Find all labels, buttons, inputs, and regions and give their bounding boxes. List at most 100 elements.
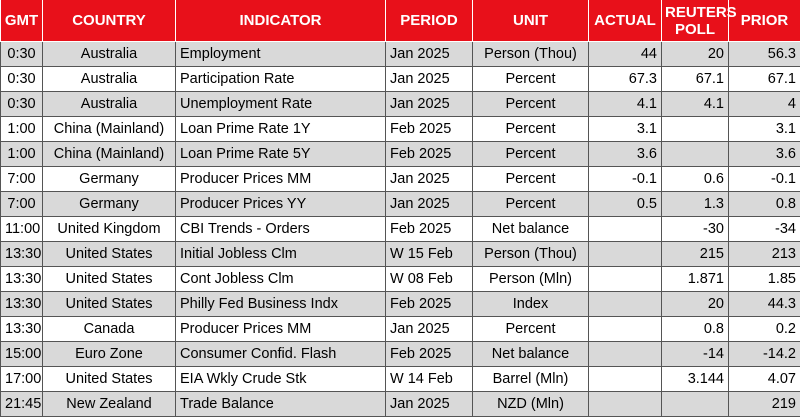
cell-country: United States bbox=[42, 241, 176, 267]
cell-actual bbox=[588, 391, 662, 417]
cell-prior: 213 bbox=[728, 241, 800, 267]
cell-prior: -0.1 bbox=[728, 166, 800, 192]
cell-period: Jan 2025 bbox=[385, 91, 473, 117]
cell-actual: -0.1 bbox=[588, 166, 662, 192]
cell-gmt: 0:30 bbox=[0, 41, 43, 67]
cell-indicator: EIA Wkly Crude Stk bbox=[175, 366, 386, 392]
cell-prior: -14.2 bbox=[728, 341, 800, 367]
cell-period: Jan 2025 bbox=[385, 316, 473, 342]
cell-prior: 219 bbox=[728, 391, 800, 417]
header-reuters-poll: REUTERS POLL bbox=[661, 0, 737, 42]
cell-country: Euro Zone bbox=[42, 341, 176, 367]
header-indicator: INDICATOR bbox=[175, 0, 386, 42]
header-unit: UNIT bbox=[472, 0, 589, 42]
header-row: GMT COUNTRY INDICATOR PERIOD UNIT ACTUAL… bbox=[0, 0, 800, 42]
table-row: 13:30 United States Cont Jobless Clm W 08 F… bbox=[0, 266, 800, 292]
header-actual: ACTUAL bbox=[588, 0, 662, 42]
cell-unit: Percent bbox=[472, 166, 589, 192]
cell-gmt: 13:30 bbox=[0, 291, 43, 317]
cell-country: United States bbox=[42, 366, 176, 392]
cell-actual bbox=[588, 316, 662, 342]
cell-poll: 215 bbox=[661, 241, 729, 267]
cell-prior: 4 bbox=[728, 91, 800, 117]
cell-poll: -30 bbox=[661, 216, 729, 242]
cell-poll: 1.3 bbox=[661, 191, 729, 217]
cell-poll: 20 bbox=[661, 291, 729, 317]
cell-indicator: Loan Prime Rate 1Y bbox=[175, 116, 386, 142]
cell-country: Australia bbox=[42, 41, 176, 67]
cell-indicator: Participation Rate bbox=[175, 66, 386, 92]
cell-indicator: Loan Prime Rate 5Y bbox=[175, 141, 386, 167]
cell-actual bbox=[588, 291, 662, 317]
table-row: 0:30 Australia Employment Jan 2025 Person (T… bbox=[0, 41, 800, 67]
table-row: 17:00 United States EIA Wkly Crude Stk W 14… bbox=[0, 366, 800, 392]
header-gmt: GMT bbox=[0, 0, 43, 42]
cell-indicator: Employment bbox=[175, 41, 386, 67]
cell-prior: 67.1 bbox=[728, 66, 800, 92]
cell-indicator: Consumer Confid. Flash bbox=[175, 341, 386, 367]
cell-prior: 3.1 bbox=[728, 116, 800, 142]
cell-actual bbox=[588, 341, 662, 367]
cell-gmt: 11:00 bbox=[0, 216, 43, 242]
cell-actual: 0.5 bbox=[588, 191, 662, 217]
cell-prior: 56.3 bbox=[728, 41, 800, 67]
cell-actual bbox=[588, 241, 662, 267]
cell-indicator: Producer Prices MM bbox=[175, 166, 386, 192]
cell-gmt: 7:00 bbox=[0, 191, 43, 217]
cell-gmt: 1:00 bbox=[0, 141, 43, 167]
cell-unit: Barrel (Mln) bbox=[472, 366, 589, 392]
cell-period: Feb 2025 bbox=[385, 291, 473, 317]
cell-poll: 67.1 bbox=[661, 66, 729, 92]
cell-unit: Person (Thou) bbox=[472, 241, 589, 267]
cell-indicator: Producer Prices YY bbox=[175, 191, 386, 217]
cell-actual bbox=[588, 216, 662, 242]
table-row: 13:30 United States Initial Jobless Clm W 1… bbox=[0, 241, 800, 267]
table-row: 15:00 Euro Zone Consumer Confid. Flash Feb … bbox=[0, 341, 800, 367]
cell-country: China (Mainland) bbox=[42, 116, 176, 142]
cell-unit: Person (Thou) bbox=[472, 41, 589, 67]
cell-actual: 3.1 bbox=[588, 116, 662, 142]
cell-gmt: 1:00 bbox=[0, 116, 43, 142]
cell-period: Jan 2025 bbox=[385, 41, 473, 67]
cell-indicator: Unemployment Rate bbox=[175, 91, 386, 117]
cell-country: Germany bbox=[42, 191, 176, 217]
cell-unit: NZD (Mln) bbox=[472, 391, 589, 417]
cell-unit: Percent bbox=[472, 66, 589, 92]
table-row: 7:00 Germany Producer Prices YY Jan 2025 Per… bbox=[0, 191, 800, 217]
cell-unit: Percent bbox=[472, 316, 589, 342]
cell-actual: 44 bbox=[588, 41, 662, 67]
cell-poll: 3.144 bbox=[661, 366, 729, 392]
cell-period: Jan 2025 bbox=[385, 391, 473, 417]
cell-period: Jan 2025 bbox=[385, 191, 473, 217]
cell-actual: 4.1 bbox=[588, 91, 662, 117]
table-row: 21:45 New Zealand Trade Balance Jan 2025 NZD… bbox=[0, 391, 800, 417]
cell-period: W 08 Feb bbox=[385, 266, 473, 292]
cell-prior: 4.07 bbox=[728, 366, 800, 392]
cell-prior: 1.85 bbox=[728, 266, 800, 292]
cell-poll: 0.6 bbox=[661, 166, 729, 192]
cell-prior: 3.6 bbox=[728, 141, 800, 167]
cell-country: Australia bbox=[42, 66, 176, 92]
cell-unit: Person (Mln) bbox=[472, 266, 589, 292]
cell-period: Jan 2025 bbox=[385, 66, 473, 92]
cell-prior: 0.8 bbox=[728, 191, 800, 217]
cell-country: United States bbox=[42, 291, 176, 317]
cell-prior: -34 bbox=[728, 216, 800, 242]
cell-poll: 4.1 bbox=[661, 91, 729, 117]
cell-unit: Percent bbox=[472, 91, 589, 117]
cell-period: Feb 2025 bbox=[385, 141, 473, 167]
cell-country: Canada bbox=[42, 316, 176, 342]
cell-indicator: Initial Jobless Clm bbox=[175, 241, 386, 267]
table-row: 1:00 China (Mainland) Loan Prime Rate 1Y Fe… bbox=[0, 116, 800, 142]
cell-poll bbox=[661, 116, 729, 142]
cell-prior: 0.2 bbox=[728, 316, 800, 342]
table-row: 13:30 United States Philly Fed Business In… bbox=[0, 291, 800, 317]
cell-gmt: 13:30 bbox=[0, 266, 43, 292]
cell-indicator: CBI Trends - Orders bbox=[175, 216, 386, 242]
cell-gmt: 15:00 bbox=[0, 341, 43, 367]
cell-period: Feb 2025 bbox=[385, 216, 473, 242]
header-period: PERIOD bbox=[385, 0, 473, 42]
cell-gmt: 13:30 bbox=[0, 241, 43, 267]
cell-actual bbox=[588, 366, 662, 392]
